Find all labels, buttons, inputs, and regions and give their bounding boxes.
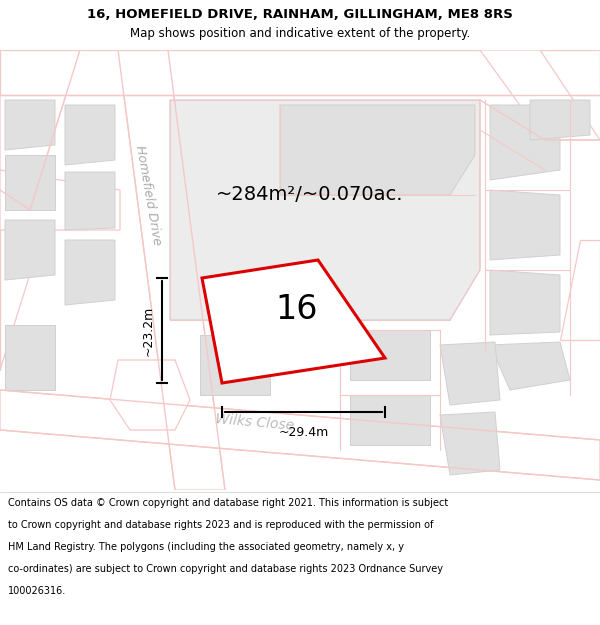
Text: 100026316.: 100026316. [8,586,66,596]
Polygon shape [65,240,115,305]
Polygon shape [530,100,590,140]
Text: Map shows position and indicative extent of the property.: Map shows position and indicative extent… [130,28,470,41]
Polygon shape [0,170,120,230]
Polygon shape [5,325,55,390]
Polygon shape [490,190,560,260]
Polygon shape [65,105,115,165]
Text: Contains OS data © Crown copyright and database right 2021. This information is : Contains OS data © Crown copyright and d… [8,498,448,508]
Text: Homefield Drive: Homefield Drive [133,144,163,246]
Text: 16, HOMEFIELD DRIVE, RAINHAM, GILLINGHAM, ME8 8RS: 16, HOMEFIELD DRIVE, RAINHAM, GILLINGHAM… [87,8,513,21]
Polygon shape [490,342,570,390]
Polygon shape [170,100,480,320]
Polygon shape [5,220,55,280]
Polygon shape [350,395,430,445]
Polygon shape [440,342,500,405]
Polygon shape [560,240,600,340]
Polygon shape [0,50,600,95]
Polygon shape [480,50,600,140]
Polygon shape [0,390,600,480]
Text: ~284m²/~0.070ac.: ~284m²/~0.070ac. [216,186,404,204]
Polygon shape [118,50,225,490]
Text: Wilks Close: Wilks Close [215,412,295,432]
Polygon shape [440,412,500,475]
Polygon shape [65,172,115,230]
Text: 16: 16 [275,293,318,326]
Polygon shape [280,105,475,195]
Text: to Crown copyright and database rights 2023 and is reproduced with the permissio: to Crown copyright and database rights 2… [8,520,433,530]
Polygon shape [490,270,560,335]
Text: ~23.2m: ~23.2m [142,306,155,356]
Polygon shape [5,155,55,210]
Polygon shape [5,100,55,150]
Polygon shape [0,50,80,210]
Polygon shape [350,330,430,380]
Text: co-ordinates) are subject to Crown copyright and database rights 2023 Ordnance S: co-ordinates) are subject to Crown copyr… [8,564,443,574]
Polygon shape [200,335,270,395]
Polygon shape [110,360,190,430]
Polygon shape [490,105,560,180]
Text: HM Land Registry. The polygons (including the associated geometry, namely x, y: HM Land Registry. The polygons (includin… [8,542,404,552]
Polygon shape [0,210,50,370]
Text: ~29.4m: ~29.4m [278,426,329,439]
Polygon shape [202,260,385,383]
